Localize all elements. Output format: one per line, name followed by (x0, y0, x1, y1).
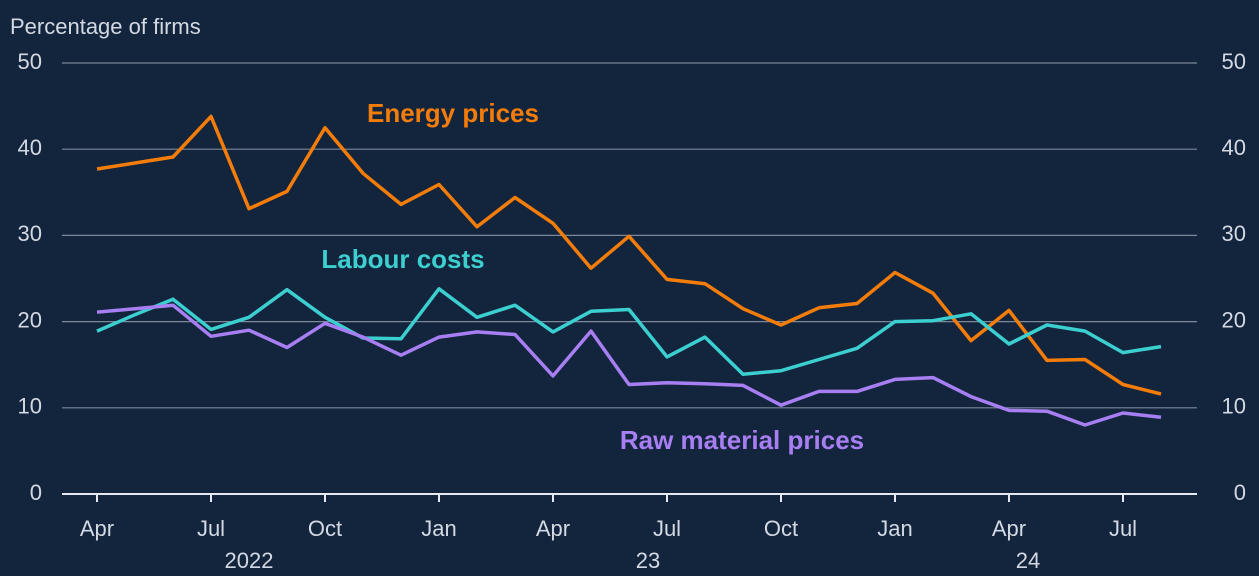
y-tick-label: 10 (18, 394, 42, 419)
year-label: 24 (1016, 548, 1040, 573)
series-line (96, 114, 1162, 396)
year-label: 23 (636, 548, 660, 573)
y2-tick-label: 30 (1222, 221, 1246, 246)
y-tick-label: 0 (30, 480, 42, 505)
x-tick-label: Oct (308, 516, 342, 541)
y2-tick-label: 0 (1234, 480, 1246, 505)
x-tick-label: Apr (536, 516, 570, 541)
x-tick-label: Jul (1109, 516, 1137, 541)
y2-tick-label: 40 (1222, 135, 1246, 160)
series-label: Energy prices (367, 98, 539, 128)
x-tick-label: Jul (653, 516, 681, 541)
series-label: Labour costs (321, 244, 484, 274)
x-tick-label: Apr (992, 516, 1026, 541)
y-tick-label: 40 (18, 135, 42, 160)
y2-tick-label: 20 (1222, 307, 1246, 332)
y-tick-label: 30 (18, 221, 42, 246)
y2-tick-label: 10 (1222, 394, 1246, 419)
series-line (96, 303, 1162, 427)
x-tick-label: Jul (197, 516, 225, 541)
y-tick-label: 50 (18, 49, 42, 74)
series-line (96, 287, 1162, 376)
x-tick-label: Jan (421, 516, 456, 541)
y-tick-label: 20 (18, 307, 42, 332)
x-tick-label: Jan (877, 516, 912, 541)
x-tick-label: Apr (80, 516, 114, 541)
series-label: Raw material prices (620, 425, 864, 455)
x-tick-label: Oct (764, 516, 798, 541)
year-label: 2022 (225, 548, 274, 573)
y2-tick-label: 50 (1222, 49, 1246, 74)
y-axis-label: Percentage of firms (10, 14, 201, 39)
